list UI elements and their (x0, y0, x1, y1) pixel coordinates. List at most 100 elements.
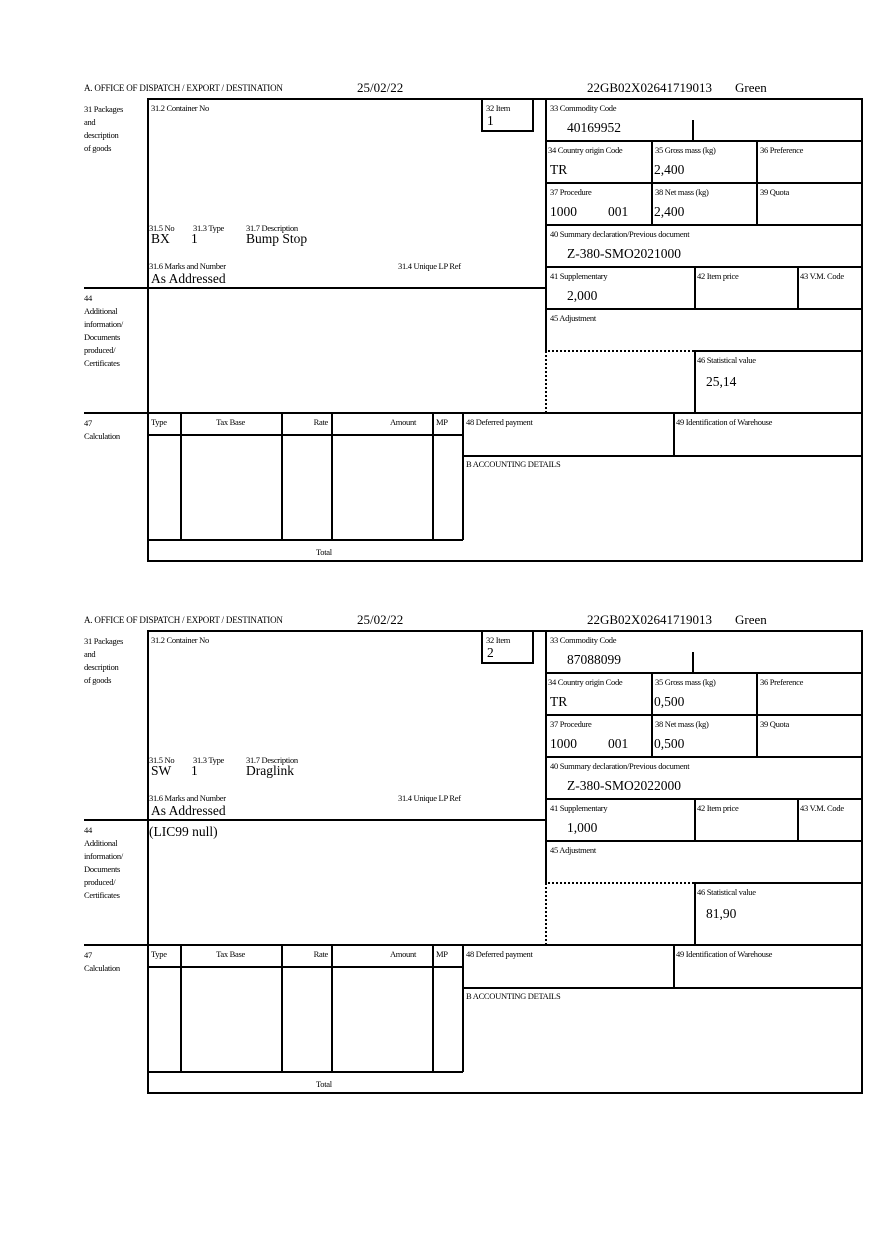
label-line: of goods (84, 143, 112, 153)
calculation-label: 47 Calculation (84, 949, 120, 975)
divider (147, 1071, 463, 1073)
accounting-details-label: B ACCOUNTING DETAILS (466, 459, 561, 469)
route-status: Green (735, 80, 767, 95)
label-line: 31 Packages (84, 104, 123, 114)
label-line: 44 (84, 825, 92, 835)
procedure-value: 1000 (550, 204, 577, 219)
reference-number: 22GB02X02641719013 (587, 80, 712, 95)
divider (545, 672, 862, 674)
preference-label: 36 Preference (760, 145, 804, 155)
divider (331, 412, 333, 540)
procedure-label: 37 Procedure (550, 187, 592, 197)
divider (180, 412, 182, 540)
total-label: Total (316, 547, 332, 557)
net-mass-label: 38 Net mass (kg) (655, 187, 709, 197)
pkg-description-label: 31.7 Description (246, 223, 298, 233)
label-line: 44 (84, 293, 92, 303)
label-line: of goods (84, 675, 112, 685)
pkg-description-label: 31.7 Description (246, 755, 298, 765)
label-line: description (84, 662, 119, 672)
divider (532, 98, 534, 131)
pkg-type-label: 31.3 Type (193, 755, 225, 765)
pkg-no-label: 31.5 No (149, 223, 175, 233)
divider (545, 308, 862, 310)
label-line: and (84, 649, 96, 659)
divider (545, 351, 547, 413)
statistical-value-label: 46 Statistical value (697, 887, 756, 897)
label-line: Additional (84, 306, 118, 316)
divider (545, 882, 694, 884)
divider (180, 944, 182, 1072)
marks-label: 31.6 Marks and Number (149, 793, 226, 803)
label-line: and (84, 117, 96, 127)
divider (84, 412, 863, 414)
net-mass-label: 38 Net mass (kg) (655, 719, 709, 729)
calc-header-type: Type (151, 949, 167, 959)
divider (147, 1092, 863, 1094)
summary-declaration-value: Z-380-SMO2022000 (567, 778, 681, 793)
divider (147, 539, 463, 541)
divider (545, 798, 862, 800)
commodity-code-label: 33 Commodity Code (550, 635, 617, 645)
divider (331, 944, 333, 1072)
calc-header-mp: MP (436, 949, 448, 959)
gross-mass-label: 35 Gross mass (kg) (655, 677, 716, 687)
packages-label: 31 Packages and description of goods (84, 635, 123, 687)
warehouse-label: 49 Identification of Warehouse (676, 949, 773, 959)
divider (861, 98, 863, 561)
summary-declaration-label: 40 Summary declaration/Previous document (550, 229, 690, 239)
net-mass-value: 2,400 (654, 204, 685, 219)
office-label: A. OFFICE OF DISPATCH / EXPORT / DESTINA… (84, 83, 283, 93)
divider (694, 350, 696, 413)
divider (692, 652, 694, 673)
item-number: 1 (487, 113, 494, 128)
additional-info-label: 44 Additional information/ Documents pro… (84, 292, 123, 370)
divider (532, 630, 534, 663)
unique-lp-ref-label: 31.4 Unique LP Ref (398, 261, 461, 271)
divider (481, 630, 483, 663)
divider (84, 819, 546, 821)
pkg-no-label: 31.5 No (149, 755, 175, 765)
divider (147, 630, 149, 1093)
label-line: Additional (84, 838, 118, 848)
deferred-payment-label: 48 Deferred payment (466, 417, 533, 427)
label-line: information/ (84, 319, 123, 329)
adjustment-label: 45 Adjustment (550, 845, 596, 855)
label-line: information/ (84, 851, 123, 861)
additional-info-value: (LIC99 null) (149, 824, 218, 839)
procedure-additional-value: 001 (608, 204, 629, 219)
supplementary-value: 1,000 (567, 820, 598, 835)
calc-header-tax-base: Tax Base (216, 949, 245, 959)
divider (545, 883, 547, 945)
calc-header-amount: Amount (389, 417, 416, 427)
country-origin-value: TR (550, 694, 568, 709)
pkg-description-value: Draglink (246, 763, 294, 778)
label-line: Certificates (84, 358, 120, 368)
divider (481, 130, 534, 132)
gross-mass-value: 2,400 (654, 162, 685, 177)
quota-label: 39 Quota (760, 719, 789, 729)
divider (694, 266, 696, 308)
divider (147, 560, 863, 562)
label-line: Calculation (84, 431, 120, 441)
gross-mass-label: 35 Gross mass (kg) (655, 145, 716, 155)
preference-label: 36 Preference (760, 677, 804, 687)
divider (673, 412, 675, 456)
divider (462, 455, 862, 457)
container-no-label: 31.2 Container No (151, 103, 209, 113)
vm-code-label: 43 V.M. Code (800, 803, 844, 813)
divider (651, 672, 653, 756)
divider (481, 662, 534, 664)
commodity-code-value: 87088099 (567, 652, 621, 667)
pkg-type-label: 31.3 Type (193, 223, 225, 233)
divider (462, 412, 464, 540)
label-line: 47 (84, 950, 92, 960)
supplementary-value: 2,000 (567, 288, 598, 303)
divider (673, 944, 675, 988)
divider (545, 350, 694, 352)
divider (545, 714, 862, 716)
divider (545, 840, 862, 842)
marks-label: 31.6 Marks and Number (149, 261, 226, 271)
calc-header-mp: MP (436, 417, 448, 427)
label-line: 31 Packages (84, 636, 123, 646)
